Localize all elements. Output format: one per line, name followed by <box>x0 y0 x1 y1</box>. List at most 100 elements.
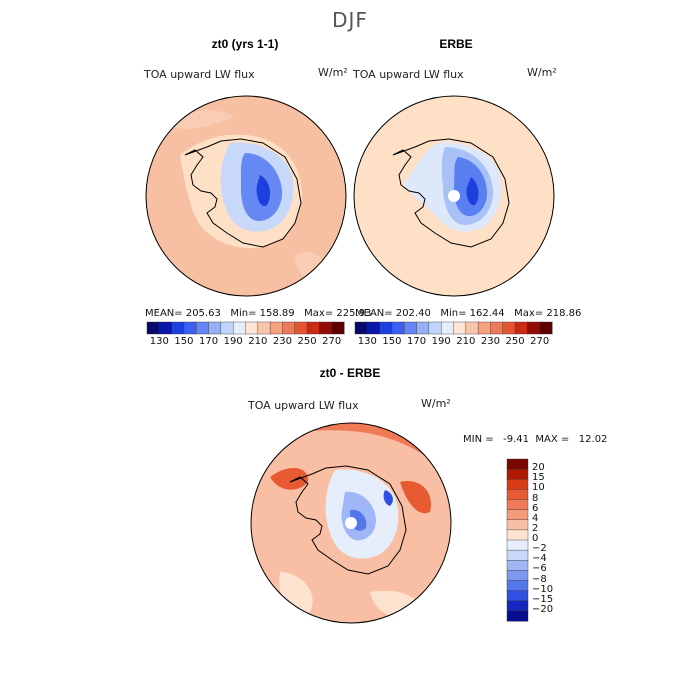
panel2-colorbar-swatch <box>404 321 418 335</box>
panel1-map-border <box>145 95 347 297</box>
panel1-coldest-core <box>256 175 271 206</box>
panel3-colorbar-tick-label: 20 <box>532 462 545 474</box>
panel2-units: W/m² <box>527 66 557 79</box>
panel3-colorbar-swatch <box>506 590 529 602</box>
panel2-colorbar-swatch <box>440 321 455 335</box>
panel2-colorbar-swatch <box>502 321 516 335</box>
panel1-colorbar-tick-label: 230 <box>272 336 292 347</box>
panel3-colorbar-swatch <box>506 560 529 571</box>
panel2-colorbar-labels: 130 150 170 190 210 230 250 270 <box>355 336 552 348</box>
panel2-colorbar-tick-label: 190 <box>431 336 451 347</box>
panel1-colorbar-swatch <box>306 321 320 335</box>
panel2-coldest-core <box>466 177 479 206</box>
panel3-coastline <box>289 465 407 575</box>
panel2-colorbar-swatch <box>453 321 467 335</box>
panel3-stats: MIN = -9.41 MAX = 12.02 <box>463 434 608 445</box>
panel1-ocean-patch <box>165 110 235 129</box>
panel1-colorbar-swatch <box>208 321 222 335</box>
panel3-colorbar-swatch <box>506 600 529 612</box>
panel2-colorbar-swatch <box>379 321 393 335</box>
panel1-colorbar-tick-label: 170 <box>199 336 219 347</box>
panel2-colorbar-tick-label: 130 <box>357 336 377 347</box>
panel3-pole-hole <box>345 517 357 529</box>
panel2-colorbar-tick-label: 270 <box>530 336 550 347</box>
figure-title: DJF <box>332 8 368 32</box>
panel2-colorbar-tick-label: 210 <box>456 336 476 347</box>
panel2-colorbar-swatch <box>354 321 368 335</box>
panel3-map <box>250 422 452 624</box>
panel2-coastline <box>392 138 510 248</box>
panel1-colorbar-swatch <box>331 321 345 335</box>
panel3-colorbar-tick-label: 15 <box>532 472 545 484</box>
panel3-colorbar-swatch <box>506 539 529 551</box>
panel1-colorbar-swatch <box>257 321 271 335</box>
panel3-warm-patch <box>270 467 309 490</box>
panel2-colorbar-swatch <box>514 321 528 335</box>
panel3-colorbar-labels: 20 15 10 8 6 4 2 0 −2 −4 −6 −8 −10 −15 −20 <box>532 459 572 621</box>
panel3-colorbar-swatch <box>506 509 529 521</box>
panel3-colorbar-tick-label: −6 <box>532 563 547 575</box>
panel3-colorbar <box>506 458 529 622</box>
panel1-colorbar-swatch <box>282 321 296 335</box>
panel2-variable: TOA upward LW flux <box>353 68 464 81</box>
panel1-variable: TOA upward LW flux <box>144 68 255 81</box>
panel2-pole-hole <box>448 190 460 202</box>
panel3-colorbar-tick-label: −10 <box>532 583 554 595</box>
panel1-colorbar-swatch <box>159 321 173 335</box>
panel1-colorbar-swatch <box>146 321 160 335</box>
panel2-title: ERBE <box>439 37 473 51</box>
panel3-colorbar-tick-label: 2 <box>532 522 539 534</box>
panel3-colorbar-swatch <box>506 489 529 501</box>
panel3-colorbar-tick-label: −4 <box>532 553 547 565</box>
panel3-colorbar-swatch <box>506 479 529 490</box>
panel3-variable: TOA upward LW flux <box>248 399 359 412</box>
panel3-colorbar-swatch <box>506 529 529 541</box>
panel1-colorbar-swatch <box>294 321 308 335</box>
panel1-colorbar-swatch <box>220 321 234 335</box>
panel3-units: W/m² <box>421 397 451 410</box>
panel1-colorbar-swatch <box>171 321 185 335</box>
panel2-colorbar-swatch <box>490 321 504 335</box>
panel2-colorbar <box>354 321 553 335</box>
panel2-stats: MEAN= 202.40 Min= 162.44 Max= 218.86 <box>355 308 582 319</box>
panel3-colorbar-swatch <box>506 549 529 561</box>
panel2-colorbar-tick-label: 170 <box>407 336 427 347</box>
panel1-colorbar-labels: 130 150 170 190 210 230 250 270 <box>147 336 344 348</box>
panel2-colorbar-swatch <box>391 321 405 335</box>
panel1-title: zt0 (yrs 1-1) <box>211 37 279 51</box>
panel1-colorbar-swatch <box>319 321 333 335</box>
panel2-colorbar-swatch <box>416 321 430 335</box>
panel3-colorbar-swatch <box>506 610 529 622</box>
panel3-colorbar-tick-label: −15 <box>532 593 554 605</box>
panel2-colorbar-swatch <box>527 321 541 335</box>
panel3-colorbar-swatch <box>506 519 529 531</box>
panel1-colorbar-swatch <box>269 321 283 335</box>
panel2-colorbar-swatch <box>367 321 381 335</box>
panel2-colorbar-tick-label: 250 <box>505 336 525 347</box>
panel1-colorbar-tick-label: 130 <box>149 336 169 347</box>
panel3-colorbar-tick-label: −2 <box>532 543 547 555</box>
panel2-colorbar-swatch <box>539 321 553 335</box>
panel1-colorbar-swatch <box>196 321 210 335</box>
panel3-colorbar-swatch <box>506 499 529 511</box>
panel3-colorbar-tick-label: 10 <box>532 482 545 494</box>
panel2-colorbar-swatch <box>428 321 442 335</box>
panel2-colorbar-tick-label: 230 <box>480 336 500 347</box>
panel1-colorbar-tick-label: 150 <box>174 336 194 347</box>
panel3-colorbar-tick-label: −20 <box>532 603 554 615</box>
panel1-colorbar-swatch <box>183 321 197 335</box>
panel3-title: zt0 - ERBE <box>319 366 381 380</box>
panel3-colorbar-tick-label: 6 <box>532 502 539 514</box>
panel3-colorbar-swatch <box>506 570 529 582</box>
panel1-colorbar-tick-label: 250 <box>297 336 317 347</box>
panel2-colorbar-tick-label: 150 <box>382 336 402 347</box>
panel1-colorbar-tick-label: 210 <box>248 336 268 347</box>
panel1-colorbar-swatch <box>232 321 247 335</box>
panel1-colorbar-swatch <box>245 321 259 335</box>
panel3-colorbar-tick-label: −8 <box>532 573 547 585</box>
panel3-colorbar-swatch <box>506 468 529 480</box>
panel1-colorbar-tick-label: 270 <box>322 336 342 347</box>
panel1-coastline <box>184 138 302 248</box>
panel2-map <box>353 95 555 297</box>
panel3-colorbar-tick-label: 4 <box>532 512 539 524</box>
